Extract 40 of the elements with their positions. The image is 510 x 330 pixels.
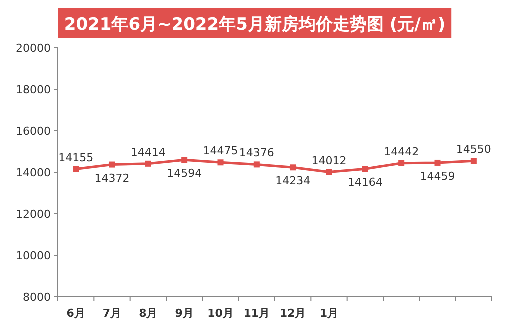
x-tick-label: 7月 <box>102 307 122 320</box>
point <box>254 162 260 168</box>
y-tick-label: 20000 <box>16 42 51 55</box>
point <box>73 166 80 172</box>
x-tick-label: 8月 <box>139 307 158 320</box>
point <box>434 160 441 166</box>
data-label: 14376 <box>239 146 274 160</box>
data-label: 14372 <box>94 172 130 185</box>
data-label: 14155 <box>58 151 94 164</box>
y-tick-label: 10000 <box>16 250 51 262</box>
x-tick-label: 6月 <box>66 307 86 320</box>
y-tick-label: 8000 <box>23 291 51 304</box>
point <box>109 162 116 168</box>
y-tick-label: 12000 <box>16 208 51 221</box>
y-tick-label: 16000 <box>16 125 51 138</box>
x-tick-label: 11月 <box>244 307 270 320</box>
y-tick-label: 18000 <box>16 84 51 96</box>
x-tick-label: 9月 <box>175 307 194 320</box>
x-tick-label: 10月 <box>208 307 234 320</box>
data-label: 14459 <box>420 170 456 183</box>
point <box>398 160 405 166</box>
data-label: 14234 <box>276 174 311 188</box>
point <box>326 169 332 176</box>
data-label: 14164 <box>348 176 383 190</box>
point <box>145 160 152 167</box>
data-label: 14594 <box>167 167 202 180</box>
y-tick-label: 14000 <box>16 166 51 180</box>
chart-title: 2021年6月~2022年5月新房均价走势图 (元/㎡) <box>64 15 446 35</box>
x-tick-label: 1月 <box>320 307 339 320</box>
data-label: 14550 <box>456 143 492 156</box>
data-label: 14475 <box>203 144 238 158</box>
point <box>182 157 188 164</box>
point <box>218 160 224 166</box>
data-label: 14414 <box>130 146 166 159</box>
point <box>470 158 477 164</box>
point <box>362 166 368 172</box>
data-label: 14442 <box>384 145 420 158</box>
x-tick-label: 12月 <box>280 307 306 320</box>
data-label: 14012 <box>312 154 347 168</box>
point <box>290 164 296 171</box>
